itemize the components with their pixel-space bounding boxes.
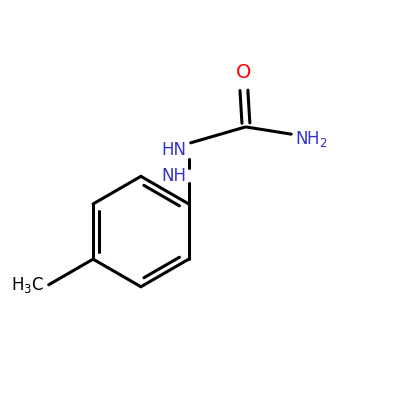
Text: HN: HN [162, 141, 187, 159]
Text: O: O [236, 63, 252, 82]
Text: H$_3$C: H$_3$C [11, 275, 44, 295]
Text: NH: NH [162, 167, 187, 185]
Text: NH$_2$: NH$_2$ [295, 129, 328, 149]
